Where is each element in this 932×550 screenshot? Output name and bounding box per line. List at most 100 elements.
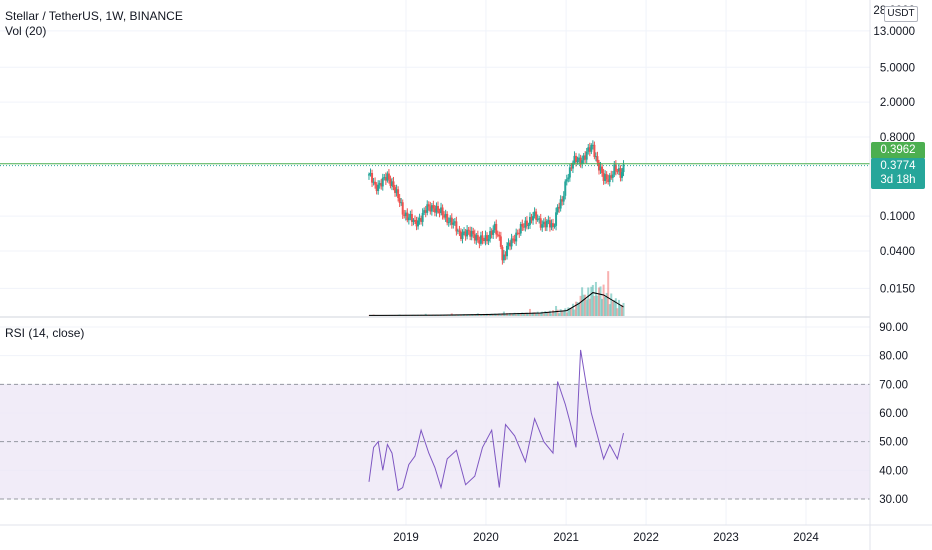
candle-body (611, 174, 614, 178)
candle-body (400, 202, 403, 204)
volume-bar (585, 299, 588, 316)
candle-body (421, 212, 424, 222)
candle-body (601, 166, 604, 174)
candle-body (453, 221, 456, 223)
candle-body (429, 206, 432, 212)
candle-body (515, 232, 518, 242)
candle-body (504, 254, 507, 257)
volume-bar (599, 286, 602, 316)
candle-body (374, 181, 377, 185)
candle-body (516, 232, 519, 234)
volume-bar (505, 313, 508, 316)
volume-bar (504, 313, 507, 316)
volume-bar (473, 314, 476, 316)
candle-body (412, 219, 415, 222)
time-tick-label: 2019 (393, 532, 419, 544)
volume-bar (558, 313, 561, 316)
volume-bar (567, 307, 570, 316)
volume-bar (604, 296, 607, 316)
candle-body (597, 162, 600, 171)
level-price-badge: 0.3962 (871, 142, 925, 159)
volume-bar (571, 303, 574, 316)
volume-bar (544, 311, 547, 316)
candle-body (604, 174, 607, 181)
candle-body (535, 211, 538, 220)
candle-body (614, 164, 617, 172)
currency-unit-button[interactable]: USDT (884, 6, 918, 22)
candle-body (613, 164, 616, 175)
candle-body (588, 147, 591, 152)
candle-body (538, 218, 541, 220)
volume-bar (453, 314, 456, 316)
volume-bar (469, 314, 472, 316)
volume-bar (588, 298, 591, 316)
volume-bar (519, 313, 522, 316)
countdown-badge: 3d 18h (871, 172, 925, 189)
candle-body (456, 230, 459, 232)
candle-body (386, 173, 389, 181)
candle-body (593, 144, 596, 157)
candle-body (455, 221, 458, 232)
candle-body (432, 205, 435, 209)
volume-bar (441, 315, 444, 316)
rsi-tick-label: 50.00 (879, 437, 908, 449)
candle-body (404, 212, 407, 217)
candle-body (443, 215, 446, 218)
time-tick-label: 2020 (473, 532, 499, 544)
volume-bar (548, 310, 551, 316)
time-axis[interactable]: 2019 2020 2021 2022 2023 2024 (393, 532, 819, 544)
candle-body (427, 204, 430, 207)
candle-body (590, 145, 593, 152)
candle-body (591, 144, 594, 146)
candle-body (536, 219, 539, 221)
candle-body (436, 205, 439, 211)
volume-bar (570, 308, 573, 316)
candle-body (387, 173, 390, 180)
candle-body (469, 230, 472, 237)
rsi-tick-label: 90.00 (879, 322, 908, 334)
rsi-axis[interactable]: 90.00 80.00 70.00 60.00 50.00 40.00 30.00 (879, 322, 908, 506)
volume-bar (521, 312, 524, 316)
candle-body (380, 183, 383, 187)
candle-body (584, 155, 587, 160)
candle-body (558, 206, 561, 209)
volume-bar (545, 312, 548, 316)
volume-bar (496, 314, 499, 316)
candle-body (576, 160, 579, 163)
volume-bar (516, 312, 519, 316)
volume-bar (579, 295, 582, 316)
volume-bar (602, 284, 605, 316)
volume-bar (584, 294, 587, 316)
last-price-badge: 0.3774 (871, 158, 925, 175)
candle-body (410, 214, 413, 222)
volume-bar (565, 312, 568, 316)
volume-bar (426, 315, 429, 316)
volume-bar (493, 313, 496, 316)
price-tick-label: 0.1000 (880, 211, 915, 223)
volume-bar (498, 313, 501, 316)
candle-body (486, 235, 489, 242)
candle-body (608, 175, 611, 182)
candle-body (622, 164, 625, 173)
candle-body (406, 212, 409, 221)
candle-body (617, 168, 620, 172)
candle-body (389, 179, 392, 186)
volume-bar (481, 314, 484, 316)
candle-body (544, 221, 547, 228)
candle-body (464, 231, 467, 237)
candle-body (556, 206, 559, 213)
rsi-tick-label: 30.00 (879, 494, 908, 506)
candle-body (476, 235, 479, 241)
candle-body (568, 167, 571, 178)
candle-body (519, 224, 522, 234)
time-tick-label: 2021 (553, 532, 579, 544)
volume-bar (487, 314, 490, 316)
candle-body (473, 234, 476, 241)
volume-bar (510, 313, 513, 316)
volume-bar (587, 287, 590, 316)
volume-bar (616, 308, 619, 316)
volume-bar (551, 310, 554, 316)
candle-body (599, 166, 602, 171)
volume-bar (518, 313, 521, 316)
